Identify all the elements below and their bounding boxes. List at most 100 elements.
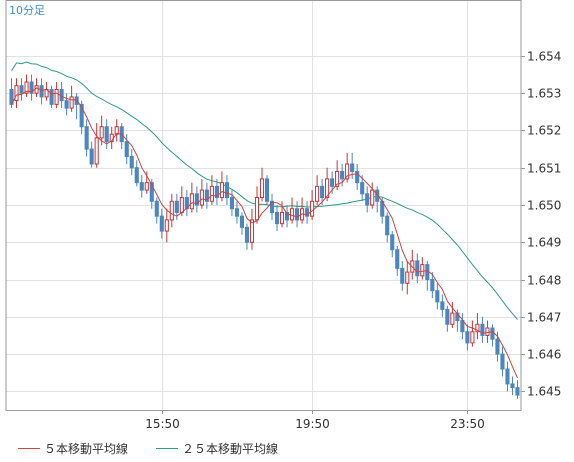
candle-body-down [154, 200, 159, 217]
y-tick-label: 1.647 [527, 311, 561, 325]
y-tick-label: 1.654 [527, 50, 561, 64]
candle-body-down [84, 126, 89, 150]
candle-body-down [330, 178, 335, 187]
candle-body-up [290, 208, 295, 221]
y-tick-label: 1.645 [527, 385, 561, 399]
legend-label-ma5: ５本移動平均線 [44, 441, 129, 456]
candle-body-up [14, 85, 19, 102]
candle-body-down [430, 279, 435, 292]
candle-body-down [229, 197, 234, 210]
candle-body-down [460, 320, 465, 333]
candle-body-up [99, 126, 104, 139]
x-tick-label: 15:50 [145, 417, 180, 431]
candle-body-down [350, 163, 355, 172]
y-tick-label: 1.651 [527, 162, 561, 176]
candle-body-up [34, 85, 39, 94]
candle-body-up [420, 264, 425, 277]
candle-body-down [510, 383, 515, 389]
candle-body-up [470, 331, 475, 344]
candle-body-down [400, 267, 405, 284]
legend: ５本移動平均線 ２５本移動平均線 [0, 434, 574, 462]
candle-body-up [249, 219, 255, 243]
candle-body-up [169, 200, 174, 221]
ma25-swatch [156, 447, 179, 449]
y-axis: 1.654 1.653 1.652 1.651 1.650 1.649 1.648 1.647… [521, 50, 561, 399]
candle-body-up [219, 182, 224, 199]
candle-body-down [269, 200, 275, 213]
candle-body-down [365, 193, 370, 206]
candle-body-down [139, 182, 144, 191]
candle-body-down [395, 249, 400, 269]
candle-body-up [24, 81, 29, 94]
candlestick-chart: 1.654 1.653 1.652 1.651 1.650 1.649 1.648 1.647… [5, 0, 562, 431]
candle-body-down [39, 85, 44, 98]
candle-body-down [515, 387, 520, 396]
candle-body-up [370, 189, 375, 206]
candle-body-up [189, 193, 194, 210]
ma25-line [11, 61, 518, 320]
candle-body-down [214, 185, 219, 199]
candle-body-down [174, 200, 179, 213]
candle-body-down [284, 211, 290, 221]
y-tick-label: 1.650 [527, 199, 561, 213]
candle-body-down [495, 338, 500, 355]
candle-body-down [264, 178, 270, 202]
candle-body-up [164, 219, 169, 232]
candle-body-down [79, 103, 84, 128]
candle-body-up [450, 312, 455, 325]
candle-body-down [340, 170, 345, 180]
candle-body-up [69, 96, 74, 109]
candle-body-down [425, 264, 430, 281]
candle-body-down [244, 226, 250, 243]
y-tick-label: 1.649 [527, 236, 561, 250]
candle-body-down [89, 148, 94, 165]
candle-body-up [310, 200, 315, 217]
candle-body-down [159, 215, 164, 232]
candle-body-up [315, 185, 320, 202]
candle-body-down [29, 81, 34, 94]
candle-body-down [505, 368, 510, 385]
candle-body-up [199, 189, 204, 206]
candle-body-down [49, 88, 54, 105]
candle-body-up [335, 170, 340, 187]
ma5-series [11, 87, 518, 379]
candle-body-down [184, 197, 189, 210]
candle-body-up [345, 163, 350, 180]
period-label: 10分足 [9, 4, 45, 17]
candle-body-down [390, 234, 395, 251]
candle-body-up [209, 185, 214, 202]
candle-body-up [325, 178, 330, 199]
candle-body-down [385, 215, 390, 236]
candle-body-down [129, 156, 134, 169]
candle-body-down [194, 193, 199, 206]
candle-body-up [259, 178, 265, 199]
candle-body-down [480, 323, 485, 336]
y-tick-label: 1.646 [527, 348, 561, 362]
legend-item-ma5: ５本移動平均線 [18, 440, 128, 457]
y-tick-label: 1.648 [527, 274, 561, 288]
candle-body-down [64, 100, 69, 109]
candle-body-down [445, 308, 450, 325]
candle-body-up [54, 88, 59, 105]
legend-label-ma25: ２５本移動平均線 [182, 441, 279, 456]
y-tick-label: 1.652 [527, 124, 561, 138]
candle-body-down [440, 301, 445, 310]
legend-item-ma25: ２５本移動平均線 [156, 440, 278, 457]
candle-body-down [490, 327, 495, 340]
ma25-series [11, 61, 518, 320]
ma5-swatch [18, 447, 40, 449]
candle-body-down [375, 189, 380, 202]
candle-body-down [134, 167, 139, 184]
candle-body-up [144, 182, 149, 191]
ma5-line [11, 87, 518, 379]
candle-body-down [360, 182, 365, 195]
candle-body-down [149, 182, 154, 202]
plot-frame [5, 0, 522, 411]
x-axis: 15:50 19:50 23:50 [145, 410, 485, 431]
candle-body-down [305, 208, 310, 217]
candle-body-down [224, 182, 229, 199]
candle-body-down [234, 208, 239, 217]
candle-body-up [179, 197, 184, 213]
y-tick-label: 1.653 [527, 87, 561, 101]
